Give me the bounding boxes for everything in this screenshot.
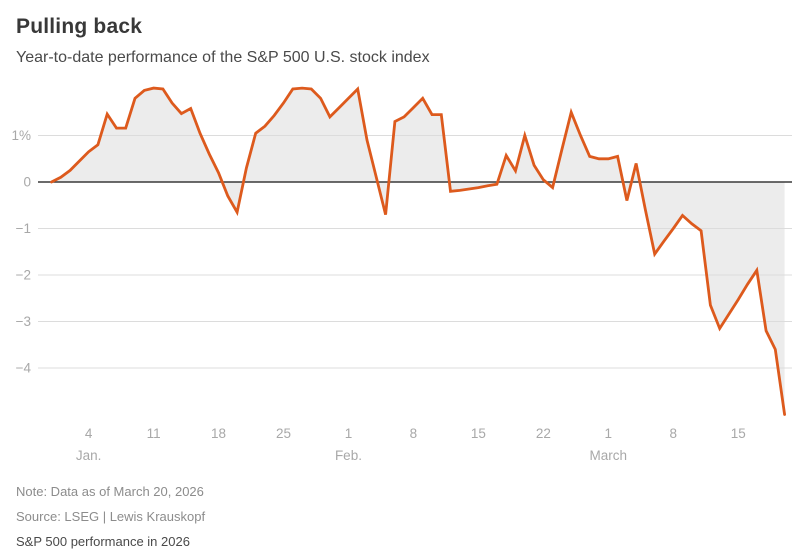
area-fill [51, 88, 785, 415]
x-axis-label: 15 [731, 426, 746, 441]
x-axis-label: 1 [345, 426, 353, 441]
chart-subtitle: Year-to-date performance of the S&P 500 … [16, 49, 430, 66]
x-axis-label: 8 [410, 426, 418, 441]
y-axis-label: 0 [23, 175, 31, 190]
y-axis-label: −1 [16, 221, 31, 236]
y-axis-label: −4 [16, 361, 32, 376]
x-axis-month-label: Feb. [335, 448, 362, 463]
chart-title: Pulling back [16, 15, 143, 38]
y-axis-label: −2 [16, 268, 31, 283]
x-axis-label: 18 [211, 426, 226, 441]
x-axis-label: 1 [605, 426, 613, 441]
x-axis-label: 11 [147, 426, 161, 441]
x-axis-month-label: March [590, 448, 628, 463]
sp500-line [50, 86, 786, 416]
chart-source: Source: LSEG | Lewis Krauskopf [16, 509, 206, 524]
chart-footnotes: Note: Data as of March 20, 2026 Source: … [16, 484, 798, 549]
x-axis-month-label: Jan. [76, 448, 102, 463]
chart-tagline: S&P 500 performance in 2026 [16, 534, 190, 549]
x-axis-label: 4 [85, 426, 93, 441]
chart-note: Note: Data as of March 20, 2026 [16, 484, 204, 499]
y-axis-label: −3 [16, 314, 31, 329]
x-axis-label: 25 [276, 426, 291, 441]
x-axis-label: 8 [670, 426, 678, 441]
x-axis-label: 22 [536, 426, 551, 441]
x-axis-label: 15 [471, 426, 486, 441]
y-axis-label: 1% [11, 128, 31, 143]
